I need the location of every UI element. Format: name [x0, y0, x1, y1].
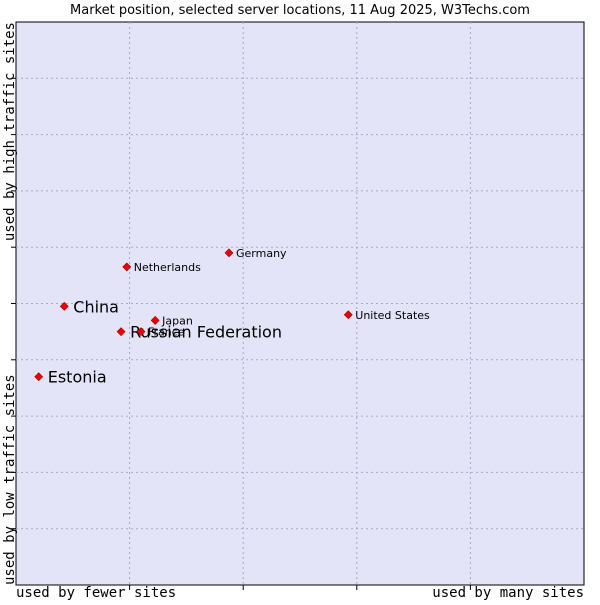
point-estonia: Estonia: [34, 368, 107, 387]
point-marker: [136, 327, 146, 337]
plot-area: [15, 21, 585, 586]
point-marker: [59, 301, 69, 311]
point-china: China: [59, 297, 119, 316]
point-marker: [116, 327, 126, 337]
point-label: Germany: [236, 247, 287, 260]
point-label: France: [148, 326, 185, 339]
point-label: China: [73, 297, 119, 316]
point-united-states: United States: [343, 309, 430, 322]
point-marker: [150, 315, 160, 325]
point-label: Netherlands: [134, 261, 201, 274]
point-label: United States: [355, 309, 430, 322]
tick-marks: [11, 77, 471, 590]
point-marker: [343, 310, 353, 320]
point-label: Russian Federation: [130, 323, 282, 342]
chart-title: Market position, selected server locatio…: [70, 3, 530, 18]
grid-lines: [16, 22, 584, 585]
point-germany: Germany: [224, 247, 287, 260]
point-marker: [34, 372, 44, 382]
data-points: China Russian Federation Estonia Netherland…: [34, 247, 430, 387]
y-axis-label-bottom: used by low traffic sites: [2, 374, 18, 585]
point-netherlands: Netherlands: [122, 261, 201, 274]
point-marker: [122, 262, 132, 272]
y-axis-label-top: used by high traffic sites: [2, 22, 18, 241]
point-france: France: [136, 326, 185, 339]
point-label: Japan: [161, 314, 193, 327]
point-russian-federation: Russian Federation: [116, 323, 282, 342]
point-japan: Japan: [150, 314, 193, 327]
point-label: Estonia: [48, 368, 107, 387]
point-marker: [224, 248, 234, 258]
x-axis-label-right: used by many sites: [432, 585, 584, 600]
x-axis-label-left: used by fewer sites: [16, 585, 176, 600]
